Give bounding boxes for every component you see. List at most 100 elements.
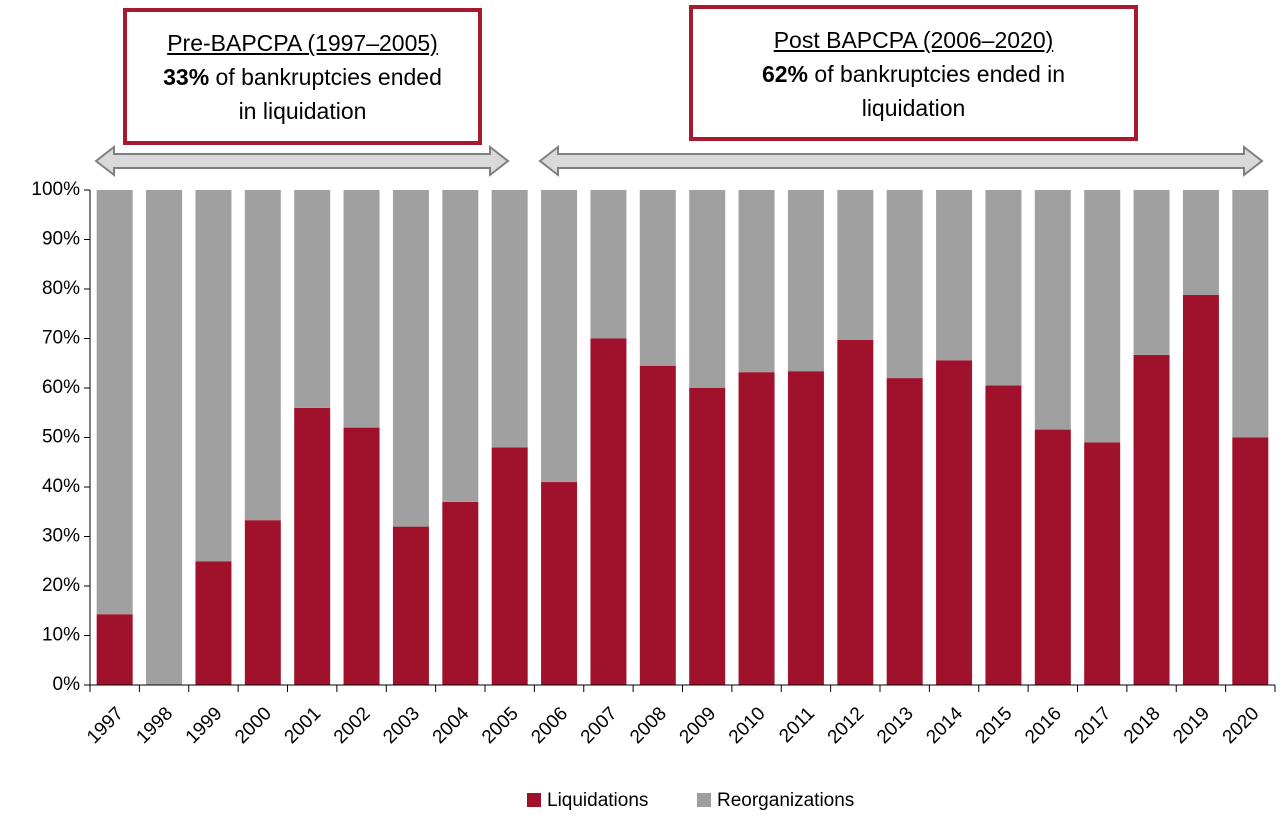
x-tick-label: 2003 — [379, 703, 424, 748]
bar-segment — [590, 190, 627, 339]
period-arrow — [94, 144, 510, 178]
annotation-text: of bankruptcies ended — [215, 64, 442, 90]
bar-segment — [392, 526, 429, 685]
x-tick-label: 2008 — [626, 703, 671, 748]
bar-segment — [442, 190, 479, 502]
y-tick-label: 20% — [42, 575, 80, 596]
x-tick-label: 1998 — [132, 703, 177, 748]
bar-segment — [689, 190, 726, 388]
x-tick-label: 2014 — [922, 703, 967, 748]
x-tick-label: 2001 — [281, 703, 326, 748]
y-tick-label: 40% — [42, 476, 80, 497]
legend-swatch — [697, 793, 711, 807]
bar-segment — [1133, 190, 1170, 355]
annotation-box: Post BAPCPA (2006–2020) 62% of bankruptc… — [689, 5, 1138, 141]
bar-segment — [491, 190, 528, 448]
x-tick-label: 2000 — [231, 703, 276, 748]
bar-segment — [244, 190, 281, 521]
bar-segment — [294, 190, 331, 408]
annotation-box: Pre-BAPCPA (1997–2005) 33% of bankruptci… — [123, 8, 482, 145]
x-tick-label: 2007 — [577, 703, 622, 748]
legend-label: Liquidations — [547, 790, 648, 811]
x-tick-label: 2009 — [676, 703, 721, 748]
bar-segment — [1034, 429, 1071, 685]
bar-segment — [1182, 190, 1219, 295]
x-tick-label: 2017 — [1071, 703, 1116, 748]
bar-segment — [689, 388, 726, 685]
y-tick-label: 50% — [42, 427, 80, 448]
annotation-text: in liquidation — [238, 98, 367, 124]
x-tick-label: 1997 — [83, 703, 128, 748]
annotation-title: Post BAPCPA (2006–2020) — [773, 27, 1054, 53]
bar-segment — [985, 190, 1022, 386]
x-tick-label: 2013 — [873, 703, 918, 748]
annotation-title: Pre-BAPCPA (1997–2005) — [167, 30, 438, 56]
y-tick-label: 70% — [42, 328, 80, 349]
bar-segment — [195, 190, 232, 562]
bar-segment — [787, 371, 824, 685]
annotation-highlight: 62% — [761, 61, 809, 87]
x-tick-label: 1999 — [182, 703, 227, 748]
bar-segment — [639, 190, 676, 366]
x-tick-label: 2015 — [972, 703, 1017, 748]
annotation-highlight: 33% — [163, 64, 210, 90]
x-tick-label: 2002 — [330, 703, 375, 748]
bar-segment — [787, 190, 824, 372]
x-tick-label: 2018 — [1120, 703, 1165, 748]
bar-segment — [343, 190, 380, 428]
x-tick-label: 2010 — [725, 703, 770, 748]
bar-segment — [1084, 190, 1121, 443]
bar-segment — [1182, 294, 1219, 685]
bar-segment — [541, 190, 578, 483]
y-tick-label: 60% — [42, 377, 80, 398]
bar-segment — [1232, 190, 1269, 438]
bar-segment — [491, 447, 528, 685]
period-arrow — [538, 144, 1264, 178]
y-tick-label: 90% — [42, 229, 80, 250]
y-tick-label: 80% — [42, 278, 80, 299]
annotation-text: liquidation — [861, 95, 966, 121]
bar-segment — [936, 360, 973, 685]
y-tick-label: 10% — [42, 625, 80, 646]
bar-segment — [442, 501, 479, 685]
bar-segment — [1084, 442, 1121, 685]
x-tick-label: 2012 — [824, 703, 869, 748]
x-tick-label: 2011 — [775, 703, 819, 747]
bar-segment — [1232, 437, 1269, 685]
bar-segment — [96, 190, 133, 615]
x-tick-label: 2005 — [478, 703, 523, 748]
bar-segment — [195, 561, 232, 685]
annotation-text: of bankruptcies ended in — [814, 61, 1066, 87]
bar-segment — [936, 190, 973, 361]
bar-segment — [96, 614, 133, 685]
x-tick-label: 2016 — [1021, 703, 1066, 748]
legend-label: Reorganizations — [717, 790, 854, 811]
x-tick-label: 2004 — [429, 703, 474, 748]
bar-segment — [343, 427, 380, 685]
x-tick-label: 2019 — [1169, 703, 1214, 748]
bar-segment — [1133, 354, 1170, 685]
bar-segment — [294, 407, 331, 685]
y-tick-label: 0% — [53, 674, 81, 695]
x-tick-label: 2006 — [527, 703, 572, 748]
bar-segment — [886, 378, 923, 685]
bar-segment — [541, 482, 578, 685]
bar-segment — [146, 190, 183, 685]
y-tick-label: 100% — [31, 179, 80, 200]
bar-segment — [837, 190, 874, 340]
bar-segment — [738, 190, 775, 373]
bar-segment — [738, 372, 775, 685]
bar-segment — [985, 385, 1022, 685]
bar-segment — [392, 190, 429, 527]
bar-segment — [837, 339, 874, 685]
bar-segment — [886, 190, 923, 379]
x-tick-label: 2020 — [1219, 703, 1264, 748]
bar-segment — [1034, 190, 1071, 430]
bar-segment — [244, 520, 281, 685]
legend-swatch — [527, 793, 541, 807]
bar-segment — [639, 365, 676, 685]
bar-segment — [590, 338, 627, 685]
y-tick-label: 30% — [42, 526, 80, 547]
